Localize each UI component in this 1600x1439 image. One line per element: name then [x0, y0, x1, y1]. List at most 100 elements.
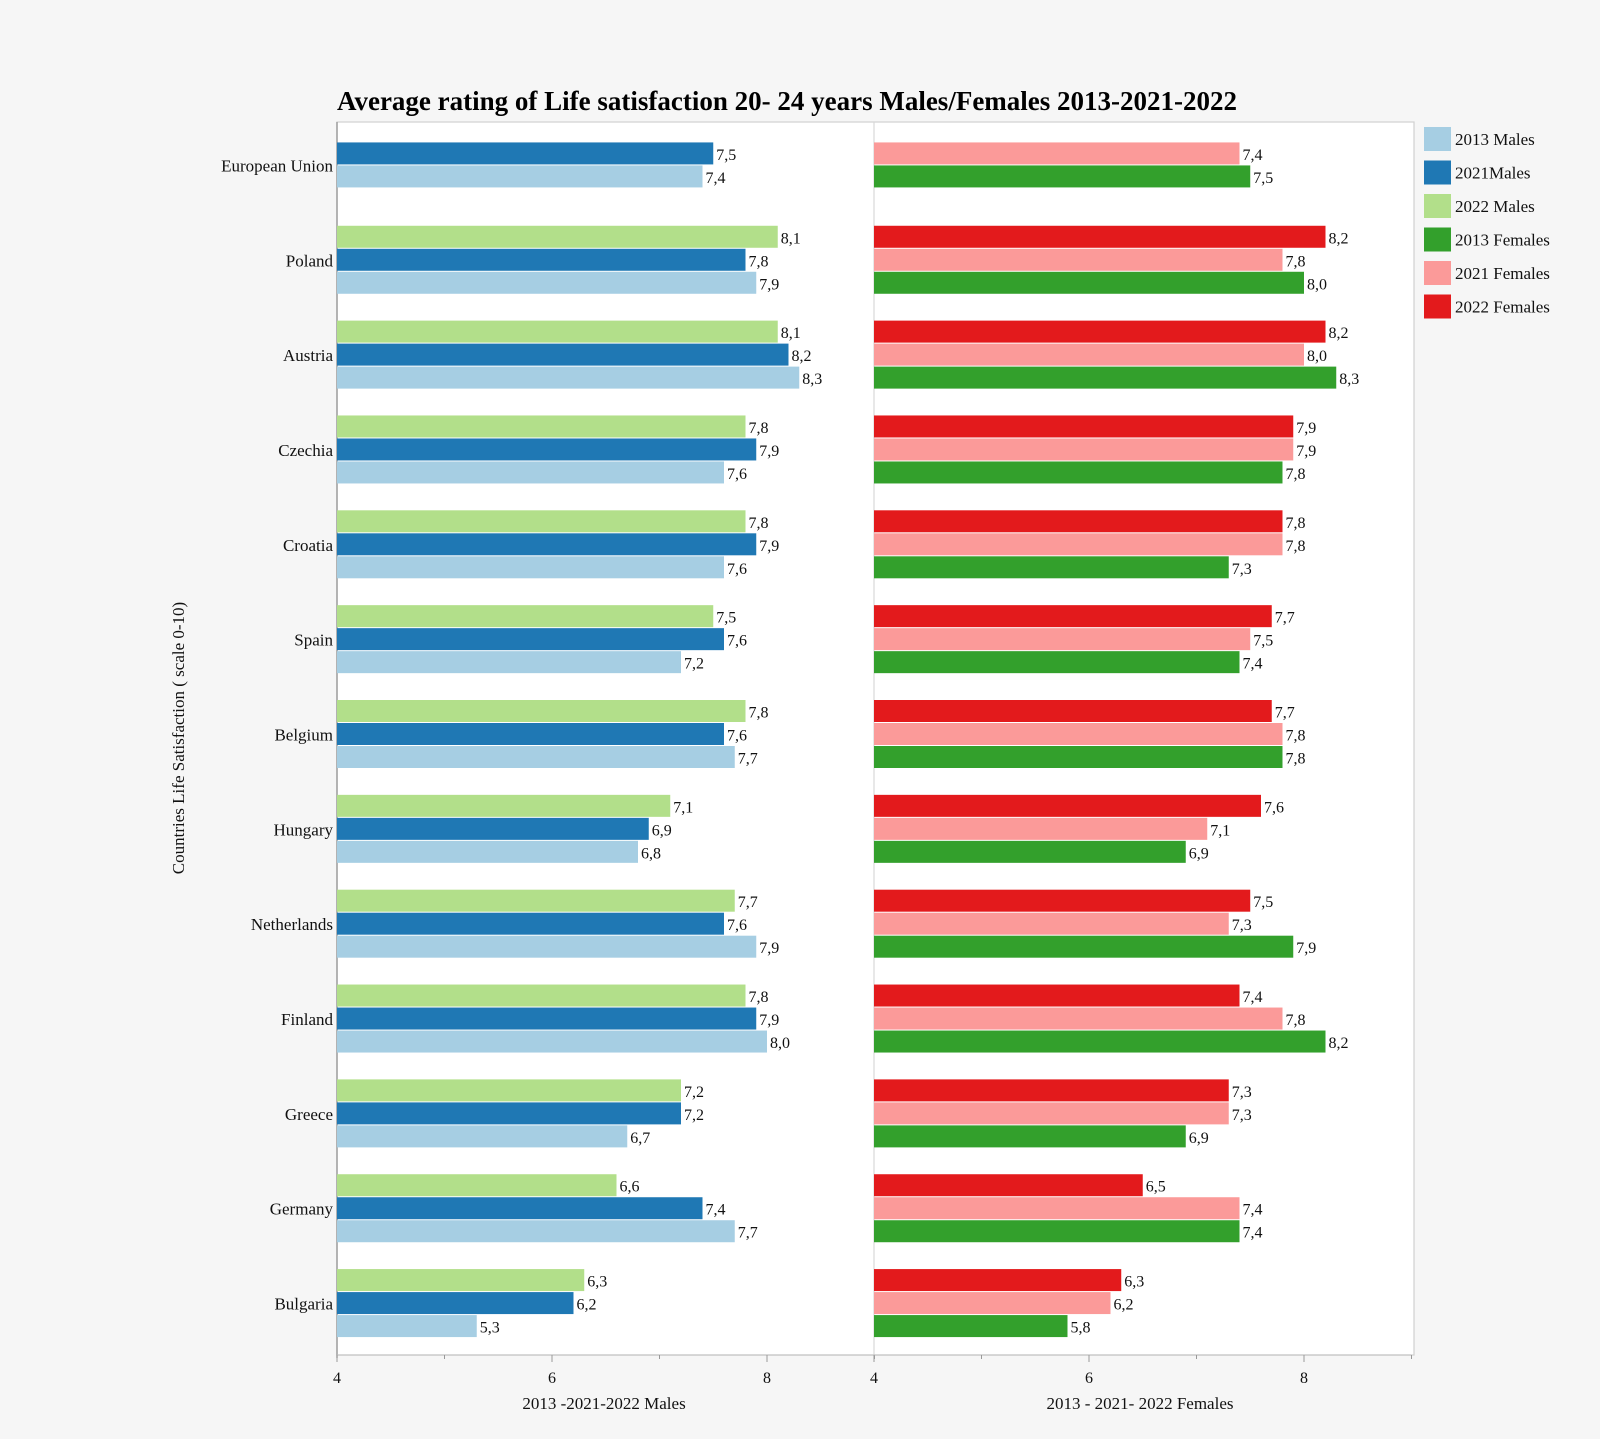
legend-item: 2021 Females — [1424, 261, 1550, 285]
legend-swatch — [1424, 261, 1451, 285]
value-label: 7,3 — [1232, 917, 1252, 934]
value-label: 7,9 — [759, 443, 779, 460]
x-tick-label: 4 — [870, 1370, 878, 1387]
value-label: 6,2 — [577, 1297, 597, 1314]
legend-item: 2022 Males — [1424, 194, 1535, 218]
value-label: 8,2 — [1329, 325, 1349, 342]
bar-2022-males — [337, 1079, 681, 1102]
bar-2013-males — [337, 840, 638, 863]
value-label: 7,2 — [684, 1107, 704, 1124]
bar-2021males — [337, 723, 724, 745]
bar-2021-females — [874, 248, 1283, 271]
bar-2013-males — [337, 1125, 628, 1148]
value-label: 7,2 — [684, 656, 704, 673]
value-label: 8,0 — [770, 1035, 790, 1052]
bar-2022-males — [337, 225, 778, 248]
bar-2013-males — [337, 1220, 735, 1243]
bar-2021-females — [874, 343, 1304, 366]
bar-2013-males — [337, 271, 757, 294]
bar-2013-females — [874, 935, 1294, 958]
category-label: Finland — [281, 1010, 333, 1029]
bar-2021-females — [874, 1292, 1111, 1315]
bar-2022-females — [874, 794, 1261, 817]
bar-2021-females — [874, 533, 1283, 556]
value-label: 7,9 — [1296, 420, 1316, 437]
value-label: 7,7 — [1275, 610, 1295, 627]
x-tick-label: 4 — [333, 1370, 341, 1387]
bar-2022-males — [337, 794, 671, 817]
value-label: 6,3 — [587, 1274, 607, 1291]
value-label: 7,9 — [1296, 940, 1316, 957]
value-label: 7,8 — [749, 989, 769, 1006]
value-label: 7,8 — [749, 253, 769, 270]
bar-2022-males — [337, 415, 746, 438]
legend-item: 2013 Females — [1424, 227, 1550, 252]
value-label: 7,6 — [727, 633, 747, 650]
value-label: 6,3 — [1124, 1274, 1144, 1291]
legend-label: 2022 Males — [1455, 197, 1535, 216]
bar-2013-females — [874, 1220, 1240, 1243]
value-label: 7,8 — [749, 515, 769, 532]
value-label: 7,3 — [1232, 1084, 1252, 1101]
legend-swatch — [1424, 127, 1451, 151]
value-label: 7,7 — [738, 1225, 758, 1242]
value-label: 7,9 — [759, 276, 779, 293]
bar-2021males — [337, 628, 724, 651]
value-label: 7,8 — [749, 705, 769, 722]
category-label: Bulgaria — [274, 1295, 333, 1314]
value-label: 7,9 — [759, 1012, 779, 1029]
bar-2022-females — [874, 700, 1272, 722]
legend-label: 2022 Females — [1455, 298, 1550, 317]
value-label: 7,5 — [1253, 894, 1273, 911]
bar-2021males — [337, 438, 757, 461]
bar-2022-females — [874, 225, 1326, 248]
category-label: Czechia — [278, 441, 333, 460]
bar-2013-males — [337, 651, 681, 674]
bar-2022-males — [337, 889, 735, 912]
category-label: Croatia — [283, 536, 333, 555]
bar-2021males — [337, 1102, 681, 1125]
bar-2022-females — [874, 510, 1283, 533]
x-tick-label: 6 — [1085, 1370, 1093, 1387]
value-label: 5,3 — [480, 1320, 500, 1337]
chart-title: Average rating of Life satisfaction 20- … — [337, 86, 1237, 116]
value-label: 8,0 — [1307, 276, 1327, 293]
x-tick-label: 8 — [763, 1370, 771, 1387]
category-label: Netherlands — [251, 915, 333, 934]
category-label: Greece — [285, 1105, 333, 1124]
legend: 2013 Males 2021Males 2022 Males 2013 Female… — [1424, 127, 1550, 319]
value-label: 7,8 — [1286, 751, 1306, 768]
legend-label: 2013 Females — [1455, 231, 1550, 250]
bar-2021-females — [874, 1007, 1283, 1030]
bar-2021males — [337, 1007, 757, 1030]
bar-2013-females — [874, 651, 1240, 674]
legend-swatch — [1424, 294, 1451, 319]
value-label: 7,8 — [1286, 253, 1306, 270]
value-label: 6,2 — [1114, 1297, 1134, 1314]
bar-2021-females — [874, 817, 1208, 840]
category-label: Poland — [286, 251, 334, 270]
value-label: 8,2 — [792, 348, 812, 365]
bar-2022-males — [337, 984, 746, 1007]
value-label: 8,3 — [1339, 371, 1359, 388]
bar-2021-females — [874, 1197, 1240, 1220]
legend-label: 2021 Females — [1455, 264, 1550, 283]
bar-2021males — [337, 817, 649, 840]
bar-2022-males — [337, 1269, 585, 1292]
category-label: Belgium — [274, 726, 333, 745]
value-label: 6,7 — [630, 1130, 650, 1147]
value-label: 7,6 — [727, 561, 747, 578]
value-label: 7,9 — [1296, 443, 1316, 460]
legend-swatch — [1424, 160, 1451, 185]
bar-2022-females — [874, 320, 1326, 343]
bar-2013-males — [337, 461, 724, 484]
value-label: 8,3 — [802, 371, 822, 388]
legend-item: 2013 Males — [1424, 127, 1535, 151]
value-label: 7,8 — [749, 420, 769, 437]
bar-2013-females — [874, 1030, 1326, 1053]
value-label: 7,6 — [727, 466, 747, 483]
category-label: Hungary — [274, 820, 334, 839]
category-label: European Union — [221, 156, 333, 175]
bar-2021-females — [874, 142, 1240, 165]
value-label: 7,4 — [1243, 147, 1263, 164]
